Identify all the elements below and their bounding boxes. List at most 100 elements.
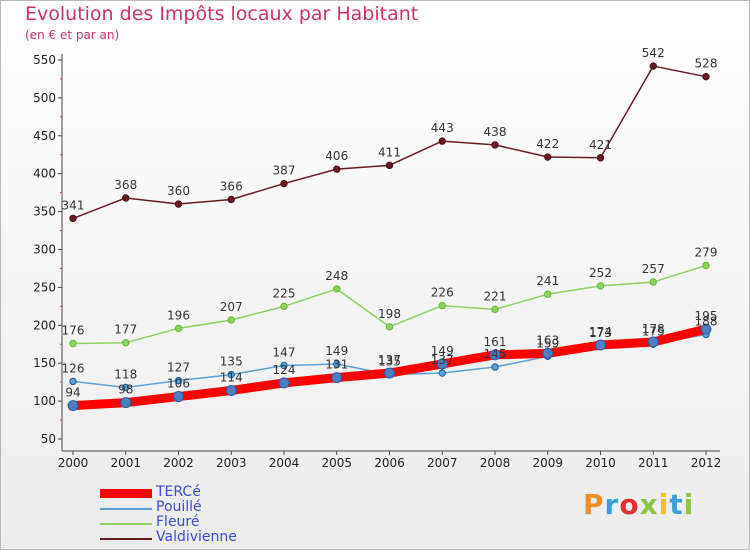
series-0-data-label: 528 <box>695 57 718 71</box>
series-0-data-label: 421 <box>589 138 612 152</box>
x-tick-label: 2011 <box>638 456 669 470</box>
series-3-point <box>278 377 290 389</box>
series-1-point <box>702 261 710 270</box>
y-tick-label: 500 <box>33 91 56 105</box>
series-0-point <box>69 214 77 223</box>
series-0-data-label: 366 <box>220 179 243 193</box>
x-tick-label: 2009 <box>532 456 563 470</box>
series-1-point <box>227 316 235 324</box>
x-tick-label: 2002 <box>163 456 194 470</box>
series-1-point <box>280 302 288 311</box>
x-tick-label: 2000 <box>58 456 89 470</box>
logo-letter: o <box>619 488 640 521</box>
y-tick-label: 550 <box>33 53 56 67</box>
x-tick-label: 2012 <box>691 456 722 470</box>
series-1-point <box>69 339 77 348</box>
y-tick-label: 400 <box>33 167 56 181</box>
series-3-point <box>489 349 501 361</box>
series-0-data-label: 406 <box>325 149 348 163</box>
series-3-point <box>67 400 79 412</box>
series-1-data-label: 248 <box>325 269 348 283</box>
axes: 50 100 150 200 250 300 350 400 450 500 550 2000 2001… <box>33 53 721 470</box>
x-tick-label: 2004 <box>269 456 300 470</box>
series-1-point <box>544 290 552 298</box>
series-1-point <box>596 282 605 290</box>
logo-letter: i <box>683 488 695 521</box>
series-1-point <box>491 305 499 314</box>
series-2-point <box>280 361 288 370</box>
series-1-data-label: 279 <box>695 245 718 259</box>
proxiti-logo: Proxiti <box>583 488 694 521</box>
series-1-data-label: 241 <box>536 274 559 288</box>
logo-letter: r <box>604 488 620 521</box>
legend-swatch <box>100 538 152 540</box>
series-3-point <box>225 384 237 396</box>
series-0-point <box>385 161 394 170</box>
series-2-data-label: 126 <box>62 361 85 375</box>
series-3-point <box>647 336 659 348</box>
series-3-data-label: 131 <box>325 358 348 372</box>
series-1-data-label: 225 <box>273 286 296 300</box>
series-0-point <box>702 72 710 81</box>
legend-swatch <box>100 508 152 510</box>
series-2-point <box>333 360 341 368</box>
series-0-point <box>649 62 657 70</box>
data-labels: 341 368 360 366 387 406 411 443 438 422 421 542 528 1… <box>62 46 718 400</box>
series-2-data-label: 135 <box>220 355 243 369</box>
series-2-data-label: 135 <box>378 355 401 369</box>
x-tick-label: 2001 <box>110 456 141 470</box>
series-3-point <box>436 358 448 370</box>
logo-letter: i <box>658 488 670 521</box>
series-3-data-label: 98 <box>118 383 133 397</box>
series-1-data-label: 177 <box>114 323 137 337</box>
series-0-point <box>438 137 446 145</box>
series-3-data-label: 195 <box>695 309 718 323</box>
legend-label: Fleuré <box>156 514 200 530</box>
series-2-data-label: 147 <box>273 345 296 359</box>
series-3-data-label: 94 <box>65 386 80 400</box>
x-tick-label: 2003 <box>216 456 247 470</box>
series-2-data-label: 118 <box>114 367 137 381</box>
legend-swatch <box>100 523 152 525</box>
series-0-data-label: 438 <box>484 125 507 139</box>
series-2-point <box>69 377 77 386</box>
series-1-point <box>333 285 341 293</box>
series-3-data-label: 161 <box>484 335 507 349</box>
series-1-data-label: 252 <box>589 266 612 280</box>
logo-letter: t <box>669 488 684 521</box>
logo-letter: x <box>639 488 659 521</box>
y-tick-label: 300 <box>33 243 56 257</box>
series-0-data-label: 422 <box>536 137 559 151</box>
x-tick-label: 2008 <box>480 456 511 470</box>
y-tick-label: 350 <box>33 205 56 219</box>
series-3-data-label: 137 <box>378 353 401 367</box>
series-0-data-label: 368 <box>114 178 137 192</box>
series-1-data-label: 176 <box>62 323 85 337</box>
series-0-point <box>333 165 341 173</box>
x-tick-label: 2010 <box>585 456 616 470</box>
series-3 <box>67 323 712 412</box>
series-3-data-label: 124 <box>273 363 296 377</box>
series-1-point <box>438 301 446 310</box>
legend-label: Valdivienne <box>156 529 237 545</box>
series-2-data-label: 127 <box>167 361 190 375</box>
series-2-point <box>438 369 446 377</box>
series-1-point <box>174 324 183 333</box>
series-0-data-label: 411 <box>378 145 401 159</box>
series-0-point <box>491 141 499 149</box>
series-0-point <box>174 200 183 208</box>
series-3-data-label: 114 <box>220 370 243 384</box>
legend-label: Pouillé <box>156 499 202 515</box>
y-tick-label: 250 <box>33 280 56 294</box>
series-1-point <box>649 278 657 286</box>
series-0-data-label: 387 <box>273 164 296 178</box>
series-1-data-label: 221 <box>484 289 507 303</box>
chart-subtitle: (en € et par an) <box>25 28 120 42</box>
series-2-data-label: 173 <box>589 326 612 340</box>
series-3-point <box>542 347 554 359</box>
series-3-data-label: 163 <box>536 333 559 347</box>
y-tick-label: 50 <box>41 432 56 446</box>
series-3-data-label: 149 <box>431 344 454 358</box>
y-tick-label: 450 <box>33 129 56 143</box>
